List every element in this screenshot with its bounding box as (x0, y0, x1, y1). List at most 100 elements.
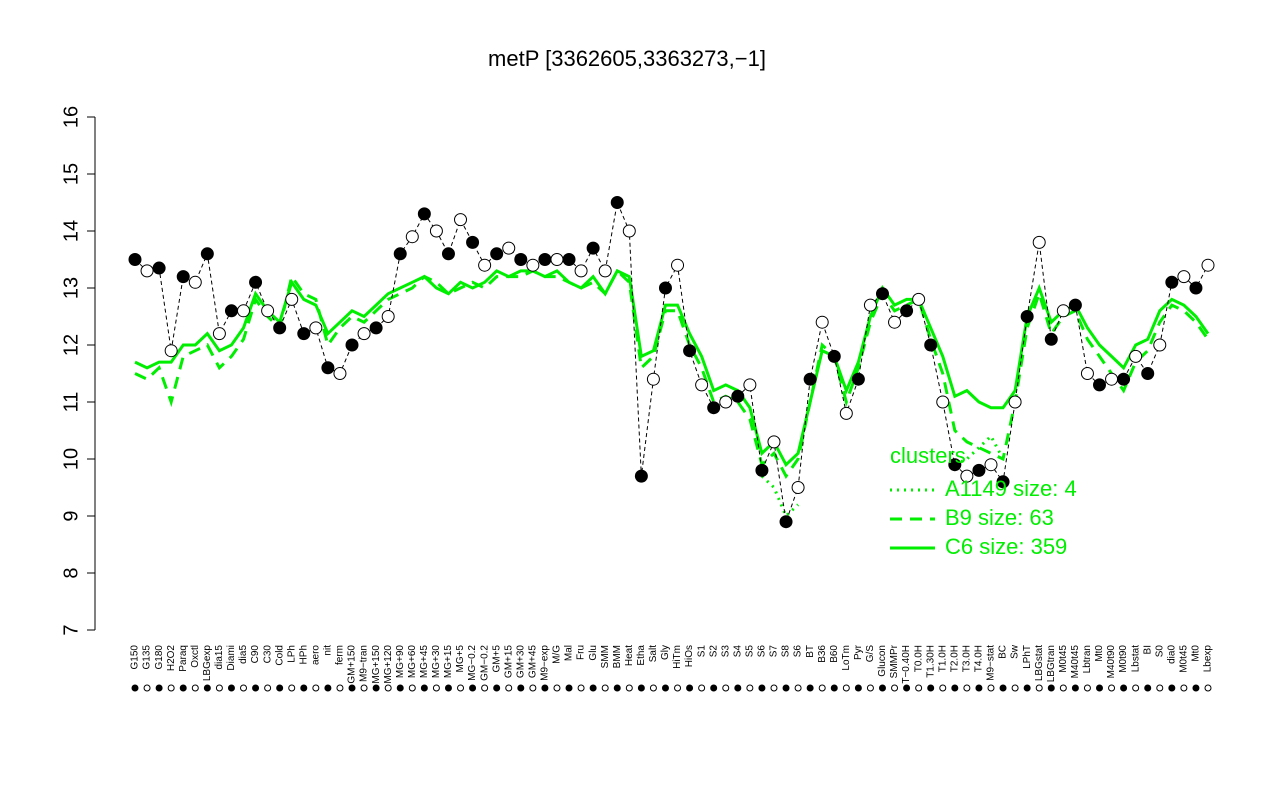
x-tick-label: T1.30H (925, 645, 936, 678)
x-tick-label: HPh (298, 645, 309, 664)
x-marker (878, 684, 886, 692)
data-point (984, 458, 998, 472)
x-tick-label: Gly (660, 645, 671, 660)
data-point (1068, 298, 1082, 312)
x-marker (444, 684, 452, 692)
data-point (538, 253, 552, 266)
x-tick-label: GM+150 (347, 645, 358, 684)
x-tick-label: M0t45 (1179, 645, 1190, 673)
x-marker (1011, 684, 1019, 692)
x-marker (1035, 684, 1043, 692)
data-point (622, 224, 636, 238)
x-tick-label: HiTm (672, 645, 683, 669)
legend-label: B9 size: 63 (945, 505, 1054, 530)
x-marker (686, 684, 694, 692)
x-tick-label: S5 (745, 645, 756, 658)
data-point (466, 235, 480, 249)
x-tick-label: LoTm (841, 645, 852, 671)
x-tick-label: MG+90 (395, 645, 406, 679)
x-marker (432, 684, 440, 692)
data-point (249, 275, 263, 289)
data-point (1056, 304, 1070, 318)
data-point (755, 463, 769, 477)
x-tick-label: GM+5 (491, 645, 502, 673)
data-point (478, 258, 492, 272)
data-point (960, 469, 974, 483)
x-marker (722, 684, 730, 692)
x-tick-label: M0t90 (1118, 645, 1129, 673)
data-point (839, 406, 853, 420)
data-point (863, 298, 877, 312)
x-tick-label: BI (1142, 645, 1153, 654)
x-tick-label: GM−0.2 (479, 645, 490, 681)
x-marker (505, 684, 513, 692)
x-tick-label: Paraq (178, 645, 189, 672)
data-point (815, 315, 829, 329)
x-tick-label: Salt (648, 645, 659, 662)
data-point (1177, 270, 1191, 284)
data-point (490, 247, 504, 261)
x-marker (1108, 684, 1116, 692)
x-marker (300, 684, 308, 692)
x-marker (1168, 684, 1176, 692)
x-tick-label: Glucon (877, 645, 888, 677)
data-point (658, 281, 672, 295)
data-point (237, 304, 251, 318)
y-tick-label: 9 (60, 510, 82, 521)
x-marker (396, 684, 404, 692)
x-marker (1144, 684, 1152, 692)
x-marker (830, 684, 838, 692)
data-point (803, 372, 817, 386)
x-marker (903, 684, 911, 692)
data-point (767, 435, 781, 449)
y-tick-label: 8 (60, 567, 82, 578)
data-point (357, 327, 371, 341)
x-marker (276, 684, 284, 692)
x-marker (674, 684, 682, 692)
data-point (646, 372, 660, 386)
data-point (731, 389, 745, 403)
x-marker (951, 684, 959, 692)
y-tick-label: 13 (60, 277, 82, 299)
y-tick-label: 11 (60, 392, 82, 413)
x-tick-label: G150 (130, 645, 141, 670)
data-point (791, 481, 805, 494)
data-point (152, 261, 166, 275)
x-tick-label: MG+150 (371, 645, 382, 684)
x-tick-label: aero (310, 645, 321, 665)
x-tick-label: MG+120 (383, 645, 394, 684)
x-tick-label: dia15 (214, 645, 225, 670)
x-marker (372, 684, 380, 692)
x-tick-label: LBGtran (1046, 645, 1057, 682)
x-tick-label: Diami (226, 645, 237, 671)
x-tick-label: Sw (1010, 644, 1021, 659)
data-point (550, 253, 564, 266)
data-point (743, 378, 757, 392)
data-point (1201, 258, 1215, 272)
x-tick-label: dia5 (238, 645, 249, 664)
data-point (779, 515, 793, 529)
x-tick-label: Glu (588, 645, 599, 661)
x-marker (493, 684, 501, 692)
data-point (345, 338, 359, 352)
x-marker (348, 684, 356, 692)
x-marker (975, 684, 983, 692)
data-point (671, 258, 685, 272)
data-point (1129, 349, 1143, 363)
x-tick-label: LBGexp (202, 645, 213, 682)
x-marker (457, 684, 465, 692)
x-tick-label: dia0 (1166, 645, 1177, 664)
data-point (719, 395, 733, 409)
x-tick-label: T−0.40H (901, 645, 912, 684)
x-tick-label: S6 (757, 645, 768, 658)
data-line (134, 200, 1209, 522)
x-marker (649, 684, 657, 692)
data-point (1117, 372, 1131, 386)
data-point (369, 321, 383, 335)
data-point (1105, 372, 1119, 386)
x-marker (1132, 684, 1140, 692)
x-tick-label: BC (998, 645, 1009, 659)
data-point (972, 463, 986, 477)
